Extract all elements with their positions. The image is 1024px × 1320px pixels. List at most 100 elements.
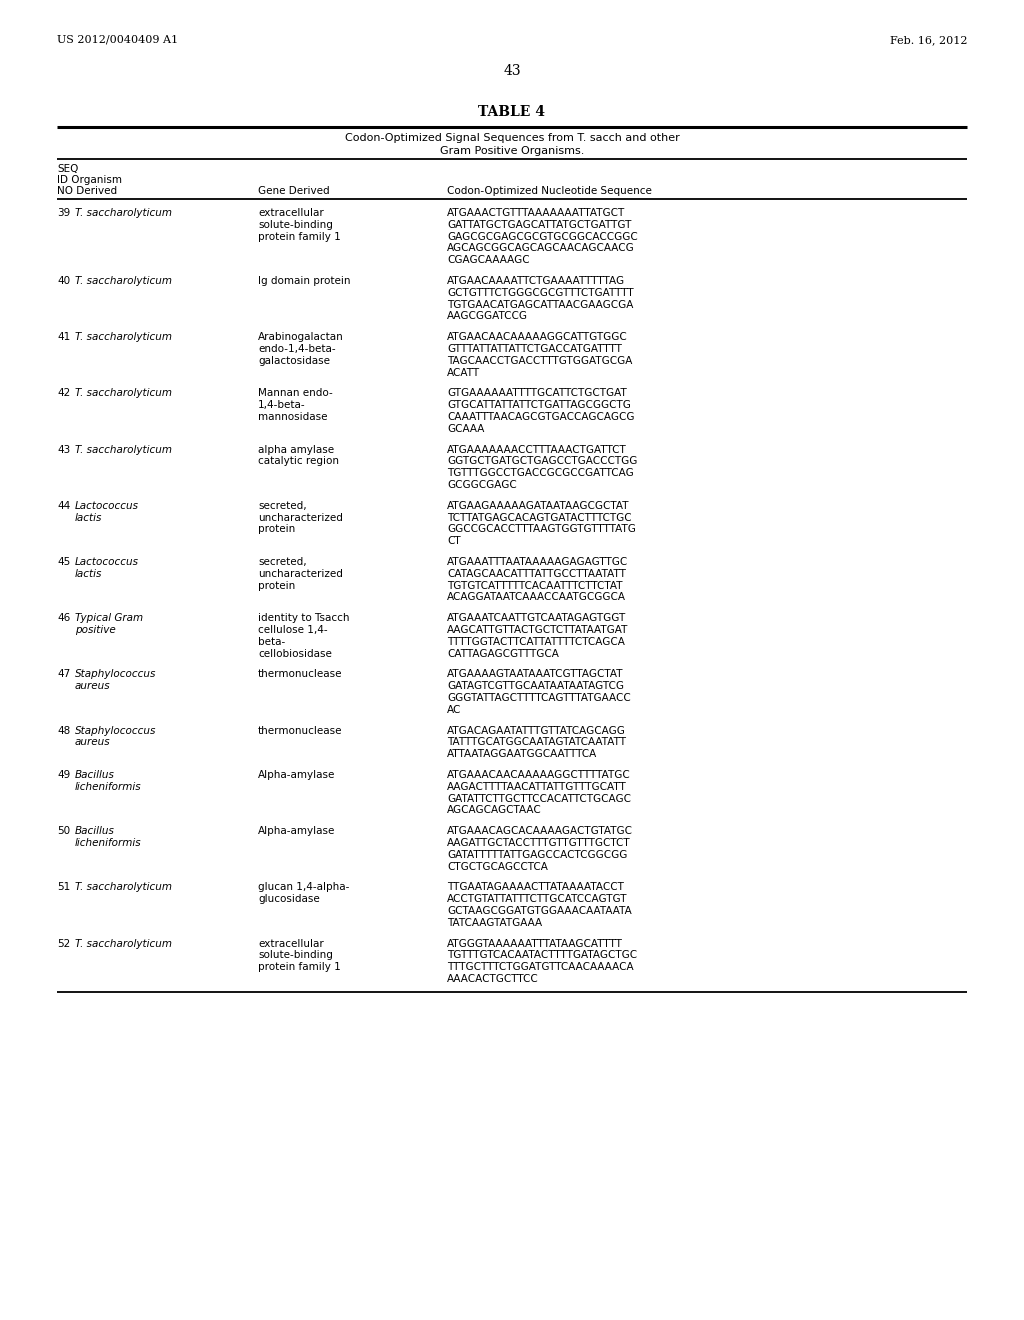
Text: GCAAA: GCAAA bbox=[447, 424, 484, 434]
Text: 43: 43 bbox=[503, 63, 521, 78]
Text: TATCAAGTATGAAA: TATCAAGTATGAAA bbox=[447, 917, 542, 928]
Text: catalytic region: catalytic region bbox=[258, 457, 339, 466]
Text: 39: 39 bbox=[57, 209, 71, 218]
Text: GGTGCTGATGCTGAGCCTGACCCTGG: GGTGCTGATGCTGAGCCTGACCCTGG bbox=[447, 457, 637, 466]
Text: beta-: beta- bbox=[258, 636, 286, 647]
Text: T. saccharolyticum: T. saccharolyticum bbox=[75, 388, 172, 399]
Text: AC: AC bbox=[447, 705, 462, 715]
Text: ATGAAAAGTAATAAATCGTTAGCTAT: ATGAAAAGTAATAAATCGTTAGCTAT bbox=[447, 669, 624, 680]
Text: GGCCGCACCTTTAAGTGGTGTTTTATG: GGCCGCACCTTTAAGTGGTGTTTTATG bbox=[447, 524, 636, 535]
Text: identity to Tsacch: identity to Tsacch bbox=[258, 614, 349, 623]
Text: AAGCATTGTTACTGCTCTTATAATGAT: AAGCATTGTTACTGCTCTTATAATGAT bbox=[447, 624, 629, 635]
Text: GATAGTCGTTGCAATAATAATAGTCG: GATAGTCGTTGCAATAATAATAGTCG bbox=[447, 681, 624, 692]
Text: AAGATTGCTACCTTTGTTGTTTGCTCT: AAGATTGCTACCTTTGTTGTTTGCTCT bbox=[447, 838, 631, 847]
Text: mannosidase: mannosidase bbox=[258, 412, 328, 422]
Text: 52: 52 bbox=[57, 939, 71, 949]
Text: cellobiosidase: cellobiosidase bbox=[258, 648, 332, 659]
Text: TABLE 4: TABLE 4 bbox=[478, 106, 546, 119]
Text: AAGCGGATCCG: AAGCGGATCCG bbox=[447, 312, 528, 321]
Text: NO Derived: NO Derived bbox=[57, 186, 117, 195]
Text: Ig domain protein: Ig domain protein bbox=[258, 276, 350, 286]
Text: ATGAAATTTAATAAAAAGAGAGTTGC: ATGAAATTTAATAAAAAGAGAGTTGC bbox=[447, 557, 629, 568]
Text: Gene Derived: Gene Derived bbox=[258, 186, 330, 195]
Text: glucosidase: glucosidase bbox=[258, 894, 319, 904]
Text: galactosidase: galactosidase bbox=[258, 356, 330, 366]
Text: TATTTGCATGGCAATAGTATCAATATT: TATTTGCATGGCAATAGTATCAATATT bbox=[447, 738, 626, 747]
Text: AAGACTTTTAACATTATTGTTTGCATT: AAGACTTTTAACATTATTGTTTGCATT bbox=[447, 781, 627, 792]
Text: 44: 44 bbox=[57, 500, 71, 511]
Text: Arabinogalactan: Arabinogalactan bbox=[258, 333, 344, 342]
Text: ATGACAGAATATTTGTTATCAGCAGG: ATGACAGAATATTTGTTATCAGCAGG bbox=[447, 726, 626, 735]
Text: GCGGCGAGC: GCGGCGAGC bbox=[447, 480, 517, 490]
Text: CGAGCAAAAGC: CGAGCAAAAGC bbox=[447, 255, 529, 265]
Text: extracellular: extracellular bbox=[258, 209, 324, 218]
Text: ATGAAACAGCACAAAAGACTGTATGC: ATGAAACAGCACAAAAGACTGTATGC bbox=[447, 826, 633, 836]
Text: AAACACTGCTTCC: AAACACTGCTTCC bbox=[447, 974, 539, 983]
Text: 1,4-beta-: 1,4-beta- bbox=[258, 400, 305, 411]
Text: TGTTTGTCACAATACTTTTGATAGCTGC: TGTTTGTCACAATACTTTTGATAGCTGC bbox=[447, 950, 637, 961]
Text: TTTTGGTACTTCATTATTTTCTCAGCA: TTTTGGTACTTCATTATTTTCTCAGCA bbox=[447, 636, 625, 647]
Text: ACATT: ACATT bbox=[447, 367, 480, 378]
Text: extracellular: extracellular bbox=[258, 939, 324, 949]
Text: 40: 40 bbox=[57, 276, 70, 286]
Text: aureus: aureus bbox=[75, 681, 111, 692]
Text: ATGAACAAAATTCTGAAAATTTTTAG: ATGAACAAAATTCTGAAAATTTTTAG bbox=[447, 276, 625, 286]
Text: lactis: lactis bbox=[75, 569, 102, 578]
Text: ATGAAACAACAAAAAGGCTTTTATGC: ATGAAACAACAAAAAGGCTTTTATGC bbox=[447, 770, 631, 780]
Text: TAGCAACCTGACCTTTGTGGATGCGA: TAGCAACCTGACCTTTGTGGATGCGA bbox=[447, 356, 633, 366]
Text: GCTAAGCGGATGTGGAAACAATAATA: GCTAAGCGGATGTGGAAACAATAATA bbox=[447, 906, 632, 916]
Text: protein family 1: protein family 1 bbox=[258, 962, 341, 973]
Text: thermonuclease: thermonuclease bbox=[258, 726, 342, 735]
Text: lactis: lactis bbox=[75, 512, 102, 523]
Text: 43: 43 bbox=[57, 445, 71, 454]
Text: CT: CT bbox=[447, 536, 461, 546]
Text: Alpha-amylase: Alpha-amylase bbox=[258, 826, 336, 836]
Text: ATGAAAAAAACCTTTAAACTGATTCT: ATGAAAAAAACCTTTAAACTGATTCT bbox=[447, 445, 627, 454]
Text: 49: 49 bbox=[57, 770, 71, 780]
Text: T. saccharolyticum: T. saccharolyticum bbox=[75, 445, 172, 454]
Text: CAAATTTAACAGCGTGACCAGCAGCG: CAAATTTAACAGCGTGACCAGCAGCG bbox=[447, 412, 635, 422]
Text: 42: 42 bbox=[57, 388, 71, 399]
Text: GTGCATTATTATTCTGATTAGCGGCTG: GTGCATTATTATTCTGATTAGCGGCTG bbox=[447, 400, 631, 411]
Text: Bacillus: Bacillus bbox=[75, 826, 115, 836]
Text: ACCTGTATTATTTCTTGCATCCAGTGT: ACCTGTATTATTTCTTGCATCCAGTGT bbox=[447, 894, 628, 904]
Text: Lactococcus: Lactococcus bbox=[75, 557, 139, 568]
Text: T. saccharolyticum: T. saccharolyticum bbox=[75, 276, 172, 286]
Text: 48: 48 bbox=[57, 726, 71, 735]
Text: positive: positive bbox=[75, 624, 116, 635]
Text: AGCAGCGGCAGCAGCAACAGCAACG: AGCAGCGGCAGCAGCAACAGCAACG bbox=[447, 243, 635, 253]
Text: ATGAAATCAATTGTCAATAGAGTGGT: ATGAAATCAATTGTCAATAGAGTGGT bbox=[447, 614, 627, 623]
Text: CATAGCAACATTTATTGCCTTAATATT: CATAGCAACATTTATTGCCTTAATATT bbox=[447, 569, 626, 578]
Text: ATTAATAGGAATGGCAATTTCA: ATTAATAGGAATGGCAATTTCA bbox=[447, 750, 597, 759]
Text: licheniformis: licheniformis bbox=[75, 781, 141, 792]
Text: endo-1,4-beta-: endo-1,4-beta- bbox=[258, 345, 336, 354]
Text: TGTTTGGCCTGACCGCGCCGATTCAG: TGTTTGGCCTGACCGCGCCGATTCAG bbox=[447, 469, 634, 478]
Text: solute-binding: solute-binding bbox=[258, 950, 333, 961]
Text: AGCAGCAGCTAAC: AGCAGCAGCTAAC bbox=[447, 805, 542, 816]
Text: glucan 1,4-alpha-: glucan 1,4-alpha- bbox=[258, 882, 349, 892]
Text: ACAGGATAATCAAACCAATGCGGCA: ACAGGATAATCAAACCAATGCGGCA bbox=[447, 593, 626, 602]
Text: ID Organism: ID Organism bbox=[57, 176, 122, 185]
Text: SEQ: SEQ bbox=[57, 164, 79, 174]
Text: TGTGTCATTTTTCACAATTTCTTCTAT: TGTGTCATTTTTCACAATTTCTTCTAT bbox=[447, 581, 623, 590]
Text: 41: 41 bbox=[57, 333, 71, 342]
Text: uncharacterized: uncharacterized bbox=[258, 512, 343, 523]
Text: Lactococcus: Lactococcus bbox=[75, 500, 139, 511]
Text: 50: 50 bbox=[57, 826, 70, 836]
Text: ATGAAACTGTTTAAAAAAATTATGCT: ATGAAACTGTTTAAAAAAATTATGCT bbox=[447, 209, 626, 218]
Text: T. saccharolyticum: T. saccharolyticum bbox=[75, 333, 172, 342]
Text: Feb. 16, 2012: Feb. 16, 2012 bbox=[890, 36, 967, 45]
Text: licheniformis: licheniformis bbox=[75, 838, 141, 847]
Text: TGTGAACATGAGCATTAACGAAGCGA: TGTGAACATGAGCATTAACGAAGCGA bbox=[447, 300, 634, 310]
Text: protein: protein bbox=[258, 581, 295, 590]
Text: Typical Gram: Typical Gram bbox=[75, 614, 143, 623]
Text: Staphylococcus: Staphylococcus bbox=[75, 669, 157, 680]
Text: 47: 47 bbox=[57, 669, 71, 680]
Text: GTGAAAAAATTTTGCATTCTGCTGAT: GTGAAAAAATTTTGCATTCTGCTGAT bbox=[447, 388, 627, 399]
Text: secreted,: secreted, bbox=[258, 557, 306, 568]
Text: US 2012/0040409 A1: US 2012/0040409 A1 bbox=[57, 36, 178, 45]
Text: solute-binding: solute-binding bbox=[258, 220, 333, 230]
Text: ATGAAGAAAAAGATAATAAGCGCTAT: ATGAAGAAAAAGATAATAAGCGCTAT bbox=[447, 500, 630, 511]
Text: alpha amylase: alpha amylase bbox=[258, 445, 334, 454]
Text: GTTTATTATTATTCTGACCATGATTTT: GTTTATTATTATTCTGACCATGATTTT bbox=[447, 345, 622, 354]
